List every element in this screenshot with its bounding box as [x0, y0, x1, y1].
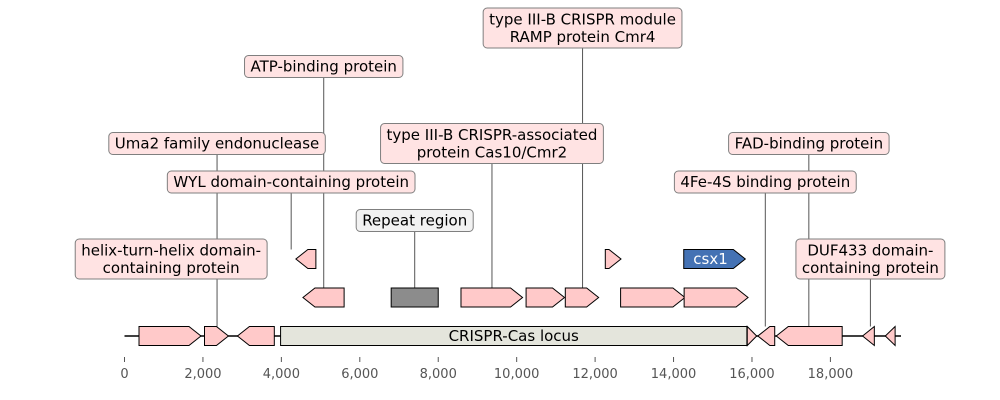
callout-box	[482, 7, 683, 49]
callout-text: 4Fe-4S binding protein	[680, 173, 850, 191]
callout-fad: FAD-binding protein	[728, 132, 890, 155]
callout-text: containing protein	[103, 259, 240, 277]
gene-feature-f16	[775, 326, 843, 346]
locus-label: CRISPR-Cas locus	[449, 327, 579, 345]
tick-label: 12,000	[572, 367, 618, 382]
callout-repeat: Repeat region	[355, 209, 474, 232]
gene-feature-f14	[746, 325, 758, 347]
callout-helix: helix-turn-helix domain-containing prote…	[74, 238, 268, 280]
callout-text: ATP-binding protein	[251, 58, 397, 76]
feature-label-csx1: csx1	[693, 250, 727, 268]
tick-label: 0	[120, 367, 128, 382]
callout-box	[108, 132, 326, 155]
gene-feature-f8	[525, 287, 566, 308]
callout-fs: 4Fe-4S binding protein	[673, 170, 857, 194]
callout-text: type III-B CRISPR module	[489, 10, 676, 28]
gene-feature-f7	[460, 287, 524, 308]
tick-label: 4,000	[263, 367, 300, 382]
callout-text: helix-turn-helix domain-	[81, 241, 261, 259]
callout-box	[728, 132, 890, 155]
tick-label: 16,000	[729, 367, 775, 382]
gene-feature-helix	[138, 326, 202, 346]
callout-box	[166, 170, 416, 194]
callout-box	[673, 170, 857, 194]
tick-label: 18,000	[808, 367, 854, 382]
callout-text: DUF433 domain-	[807, 241, 933, 259]
callout-text: FAD-binding protein	[735, 135, 883, 153]
gene-feature-f17	[861, 325, 875, 347]
tick-label: 2,000	[184, 367, 221, 382]
gene-feature-wyl	[236, 326, 275, 346]
gene-feature-f11	[620, 287, 686, 308]
tick-label: 14,000	[651, 367, 697, 382]
callout-text: RAMP protein Cmr4	[510, 28, 656, 46]
gene-feature-f9	[564, 287, 600, 308]
gene-feature-repeat	[390, 287, 439, 308]
gene-feature-csx1	[683, 249, 747, 269]
x-axis: 0 2,000 4,000 6,000 8,000 10,000 12,000 14,000 1…	[120, 356, 901, 382]
gene-feature-atp	[295, 249, 317, 269]
callout-duf: DUF433 domain-containing protein	[795, 238, 946, 280]
callout-box	[355, 209, 474, 232]
callout-text: Repeat region	[362, 212, 467, 230]
callout-text: type III-B CRISPR-associated	[387, 126, 598, 144]
callout-box	[795, 238, 946, 280]
callout-box	[74, 238, 268, 280]
callout-labels: helix-turn-helix domain-containing prote…	[74, 7, 946, 280]
gene-feature-f10	[604, 249, 622, 269]
callout-text: Uma2 family endonuclease	[115, 135, 320, 153]
tick-label: 6,000	[341, 367, 378, 382]
callout-uma2: Uma2 family endonuclease	[108, 132, 326, 155]
callout-text: protein Cas10/Cmr2	[417, 143, 568, 161]
callout-box	[380, 123, 604, 164]
gene-feature-f18	[884, 325, 896, 347]
gene-feature-f5	[302, 287, 345, 308]
tick-label: 8,000	[420, 367, 457, 382]
gene-features: csx1	[138, 249, 896, 347]
callout-text: WYL domain-containing protein	[173, 173, 409, 191]
gene-feature-f15	[757, 326, 776, 346]
tick-label: 10,000	[494, 367, 540, 382]
callout-text: containing protein	[802, 259, 939, 277]
callout-atp: ATP-binding protein	[244, 55, 404, 78]
gene-feature-f12	[683, 287, 749, 308]
gene-feature-uma2	[204, 326, 230, 346]
callout-box	[244, 55, 404, 78]
callout-wyl: WYL domain-containing protein	[166, 170, 416, 194]
